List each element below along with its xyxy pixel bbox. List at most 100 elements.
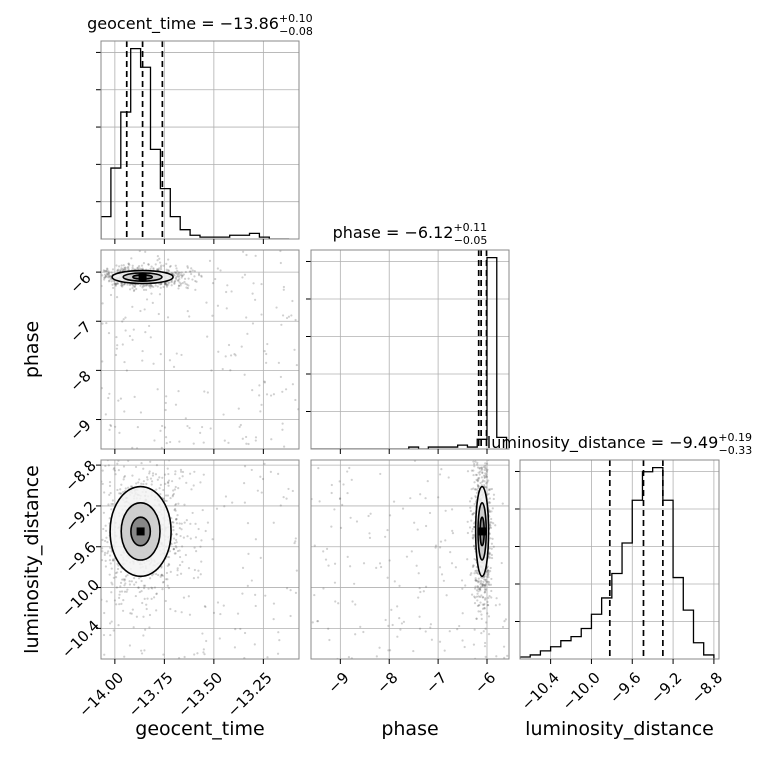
- sample-point: [159, 286, 162, 289]
- sample-point: [412, 649, 415, 653]
- sample-point: [164, 599, 167, 603]
- sample-point: [483, 399, 485, 401]
- sample-point: [123, 266, 127, 269]
- sample-point: [174, 279, 177, 283]
- sample-point: [138, 590, 141, 594]
- sample-point: [489, 521, 492, 524]
- sample-point: [474, 587, 477, 590]
- sample-point: [135, 482, 138, 485]
- sample-point: [186, 265, 189, 268]
- sample-point: [478, 446, 480, 448]
- sample-point: [281, 422, 284, 425]
- sample-point: [101, 322, 104, 325]
- sample-point: [474, 495, 477, 498]
- sample-point: [437, 496, 440, 499]
- sample-point: [476, 585, 479, 588]
- sample-point: [172, 489, 175, 492]
- sample-point: [201, 632, 204, 635]
- sample-point: [144, 283, 148, 286]
- sample-point: [491, 507, 494, 510]
- sample-point: [204, 529, 207, 533]
- sample-point: [487, 615, 491, 618]
- sample-point: [477, 610, 480, 613]
- sample-points: [98, 250, 299, 449]
- sample-point: [162, 285, 165, 289]
- sample-point: [430, 638, 433, 641]
- y-tick-label: −8: [66, 367, 94, 395]
- sample-point: [173, 282, 176, 285]
- sample-point: [247, 442, 250, 446]
- sample-point: [281, 314, 285, 317]
- sample-point: [209, 427, 212, 430]
- sample-point: [409, 497, 412, 500]
- sample-point: [490, 556, 494, 560]
- sample-point: [475, 478, 478, 481]
- sample-point: [451, 529, 454, 532]
- sample-point: [484, 589, 487, 592]
- sample-point: [114, 571, 118, 575]
- sample-point: [176, 514, 179, 517]
- sample-point: [484, 597, 487, 600]
- sample-point: [500, 561, 503, 565]
- sample-point: [200, 274, 203, 277]
- sample-point: [138, 265, 141, 268]
- sample-point: [480, 469, 483, 472]
- sample-point: [419, 590, 422, 594]
- sample-point: [108, 275, 111, 279]
- sample-point: [479, 454, 481, 456]
- sample-point: [387, 624, 390, 627]
- sample-point: [178, 281, 181, 284]
- sample-point: [337, 602, 340, 605]
- sample-point: [175, 533, 178, 536]
- sample-point: [328, 638, 331, 642]
- sample-point: [166, 494, 170, 497]
- sample-point: [116, 462, 119, 465]
- sample-point: [206, 521, 210, 524]
- sample-point: [149, 284, 152, 288]
- sample-point: [439, 540, 443, 543]
- sample-point: [140, 482, 143, 485]
- sample-point: [179, 468, 183, 471]
- sample-point: [484, 655, 487, 658]
- sample-point: [150, 597, 153, 600]
- sample-point: [368, 532, 371, 535]
- sample-point: [405, 555, 409, 558]
- sample-point: [114, 284, 117, 287]
- sample-point: [184, 282, 187, 285]
- sample-point: [159, 283, 162, 286]
- sample-point: [176, 274, 179, 278]
- sample-point: [146, 476, 149, 479]
- sample-point: [347, 655, 351, 659]
- sample-point: [174, 552, 177, 555]
- sample-point: [119, 488, 122, 491]
- sample-point: [182, 536, 185, 539]
- sample-point: [175, 517, 178, 521]
- sample-point: [184, 553, 187, 557]
- sample-point: [122, 599, 125, 602]
- sample-point: [260, 403, 263, 406]
- sample-point: [486, 569, 490, 573]
- sample-point: [254, 254, 257, 257]
- x-tick-label: −8: [373, 669, 401, 697]
- sample-point: [480, 613, 483, 616]
- sample-point: [120, 590, 124, 593]
- sample-point: [470, 469, 474, 472]
- sample-point: [289, 614, 292, 618]
- sample-point: [101, 274, 104, 277]
- sample-point: [162, 488, 165, 492]
- sample-point: [142, 285, 145, 288]
- sample-point: [181, 274, 184, 277]
- sample-point: [241, 250, 245, 253]
- sample-point: [137, 481, 140, 484]
- sample-point: [118, 492, 121, 495]
- sample-point: [181, 282, 184, 285]
- sample-point: [482, 474, 486, 477]
- sample-point: [487, 479, 490, 482]
- sample-point: [362, 562, 366, 565]
- sample-point: [398, 584, 401, 587]
- sample-point: [98, 274, 100, 276]
- sample-point: [173, 488, 177, 491]
- sample-point: [168, 359, 172, 362]
- sample-point: [359, 625, 362, 628]
